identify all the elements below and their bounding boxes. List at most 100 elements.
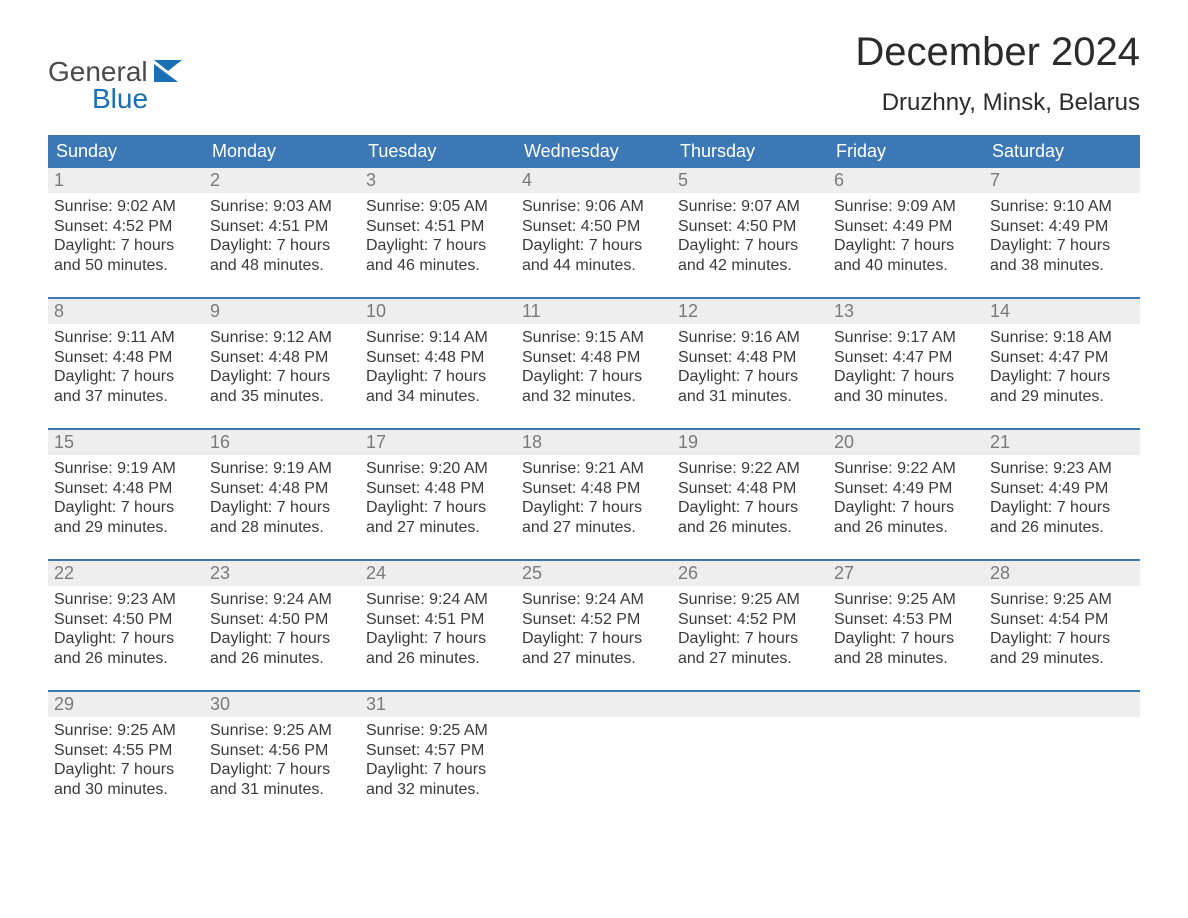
sunset-text: Sunset: 4:49 PM: [834, 217, 978, 237]
day-cell: Sunrise: 9:05 AMSunset: 4:51 PMDaylight:…: [360, 193, 516, 281]
sunrise-text: Sunrise: 9:10 AM: [990, 197, 1134, 217]
weekday-header: Wednesday: [516, 135, 672, 168]
month-title: December 2024: [855, 30, 1140, 75]
sunrise-text: Sunrise: 9:07 AM: [678, 197, 822, 217]
day-number: 26: [672, 561, 828, 586]
sunset-text: Sunset: 4:51 PM: [366, 217, 510, 237]
weekday-header: Sunday: [48, 135, 204, 168]
day-body-row: Sunrise: 9:25 AMSunset: 4:55 PMDaylight:…: [48, 717, 1140, 805]
day-number: 12: [672, 299, 828, 324]
day-body-row: Sunrise: 9:19 AMSunset: 4:48 PMDaylight:…: [48, 455, 1140, 543]
sunrise-text: Sunrise: 9:05 AM: [366, 197, 510, 217]
day-number: 22: [48, 561, 204, 586]
sunrise-text: Sunrise: 9:24 AM: [210, 590, 354, 610]
sunrise-text: Sunrise: 9:12 AM: [210, 328, 354, 348]
day-number: [672, 692, 828, 717]
day-number: 24: [360, 561, 516, 586]
day-number-row: 1234567: [48, 168, 1140, 193]
day-number: 5: [672, 168, 828, 193]
sunset-text: Sunset: 4:48 PM: [54, 479, 198, 499]
day-cell: Sunrise: 9:19 AMSunset: 4:48 PMDaylight:…: [48, 455, 204, 543]
sunrise-text: Sunrise: 9:24 AM: [522, 590, 666, 610]
sunrise-text: Sunrise: 9:22 AM: [834, 459, 978, 479]
day-number-row: 891011121314: [48, 299, 1140, 324]
sunset-text: Sunset: 4:50 PM: [678, 217, 822, 237]
day-cell: [828, 717, 984, 805]
sunset-text: Sunset: 4:51 PM: [366, 610, 510, 630]
sunset-text: Sunset: 4:48 PM: [522, 479, 666, 499]
day-number-row: 15161718192021: [48, 430, 1140, 455]
day-number: 3: [360, 168, 516, 193]
day-number: 19: [672, 430, 828, 455]
day-number: 9: [204, 299, 360, 324]
day-number: 4: [516, 168, 672, 193]
sunset-text: Sunset: 4:52 PM: [678, 610, 822, 630]
sunset-text: Sunset: 4:52 PM: [522, 610, 666, 630]
sunrise-text: Sunrise: 9:25 AM: [678, 590, 822, 610]
day-cell: Sunrise: 9:12 AMSunset: 4:48 PMDaylight:…: [204, 324, 360, 412]
day-number-row: 22232425262728: [48, 561, 1140, 586]
day-cell: [672, 717, 828, 805]
day-cell: Sunrise: 9:25 AMSunset: 4:54 PMDaylight:…: [984, 586, 1140, 674]
sunset-text: Sunset: 4:50 PM: [522, 217, 666, 237]
sunset-text: Sunset: 4:50 PM: [210, 610, 354, 630]
sunset-text: Sunset: 4:47 PM: [990, 348, 1134, 368]
daylight-text: Daylight: 7 hours and 26 minutes.: [834, 498, 978, 537]
day-cell: Sunrise: 9:11 AMSunset: 4:48 PMDaylight:…: [48, 324, 204, 412]
daylight-text: Daylight: 7 hours and 27 minutes.: [522, 629, 666, 668]
sunrise-text: Sunrise: 9:19 AM: [210, 459, 354, 479]
sunset-text: Sunset: 4:49 PM: [834, 479, 978, 499]
day-number: 15: [48, 430, 204, 455]
daylight-text: Daylight: 7 hours and 26 minutes.: [366, 629, 510, 668]
day-cell: Sunrise: 9:06 AMSunset: 4:50 PMDaylight:…: [516, 193, 672, 281]
sunset-text: Sunset: 4:48 PM: [366, 348, 510, 368]
day-number: 21: [984, 430, 1140, 455]
sunset-text: Sunset: 4:48 PM: [522, 348, 666, 368]
day-cell: Sunrise: 9:24 AMSunset: 4:50 PMDaylight:…: [204, 586, 360, 674]
daylight-text: Daylight: 7 hours and 32 minutes.: [522, 367, 666, 406]
day-cell: Sunrise: 9:25 AMSunset: 4:56 PMDaylight:…: [204, 717, 360, 805]
day-number: 25: [516, 561, 672, 586]
day-number: 18: [516, 430, 672, 455]
sunrise-text: Sunrise: 9:20 AM: [366, 459, 510, 479]
daylight-text: Daylight: 7 hours and 27 minutes.: [522, 498, 666, 537]
brand-logo: General Blue: [48, 30, 190, 113]
calendar-week: 15161718192021Sunrise: 9:19 AMSunset: 4:…: [48, 428, 1140, 543]
title-block: December 2024 Druzhny, Minsk, Belarus: [855, 30, 1140, 117]
sunrise-text: Sunrise: 9:11 AM: [54, 328, 198, 348]
day-number: 31: [360, 692, 516, 717]
day-number: 2: [204, 168, 360, 193]
day-cell: Sunrise: 9:22 AMSunset: 4:48 PMDaylight:…: [672, 455, 828, 543]
day-cell: Sunrise: 9:24 AMSunset: 4:51 PMDaylight:…: [360, 586, 516, 674]
day-cell: Sunrise: 9:15 AMSunset: 4:48 PMDaylight:…: [516, 324, 672, 412]
daylight-text: Daylight: 7 hours and 40 minutes.: [834, 236, 978, 275]
sunrise-text: Sunrise: 9:24 AM: [366, 590, 510, 610]
sunrise-text: Sunrise: 9:16 AM: [678, 328, 822, 348]
daylight-text: Daylight: 7 hours and 26 minutes.: [54, 629, 198, 668]
weekday-header-row: Sunday Monday Tuesday Wednesday Thursday…: [48, 135, 1140, 168]
daylight-text: Daylight: 7 hours and 27 minutes.: [678, 629, 822, 668]
day-number: 23: [204, 561, 360, 586]
daylight-text: Daylight: 7 hours and 30 minutes.: [834, 367, 978, 406]
weekday-header: Friday: [828, 135, 984, 168]
sunrise-text: Sunrise: 9:23 AM: [990, 459, 1134, 479]
calendar-week: 293031Sunrise: 9:25 AMSunset: 4:55 PMDay…: [48, 690, 1140, 805]
day-cell: Sunrise: 9:21 AMSunset: 4:48 PMDaylight:…: [516, 455, 672, 543]
sunrise-text: Sunrise: 9:06 AM: [522, 197, 666, 217]
calendar-week: 22232425262728Sunrise: 9:23 AMSunset: 4:…: [48, 559, 1140, 674]
sunrise-text: Sunrise: 9:22 AM: [678, 459, 822, 479]
day-cell: Sunrise: 9:09 AMSunset: 4:49 PMDaylight:…: [828, 193, 984, 281]
day-number: 20: [828, 430, 984, 455]
day-cell: Sunrise: 9:10 AMSunset: 4:49 PMDaylight:…: [984, 193, 1140, 281]
sunset-text: Sunset: 4:48 PM: [678, 479, 822, 499]
daylight-text: Daylight: 7 hours and 29 minutes.: [990, 367, 1134, 406]
sunset-text: Sunset: 4:47 PM: [834, 348, 978, 368]
day-body-row: Sunrise: 9:23 AMSunset: 4:50 PMDaylight:…: [48, 586, 1140, 674]
logo-word-2: Blue: [92, 85, 190, 113]
day-cell: [984, 717, 1140, 805]
sunrise-text: Sunrise: 9:14 AM: [366, 328, 510, 348]
header-region: General Blue December 2024 Druzhny, Mins…: [48, 30, 1140, 117]
sunset-text: Sunset: 4:56 PM: [210, 741, 354, 761]
sunrise-text: Sunrise: 9:21 AM: [522, 459, 666, 479]
daylight-text: Daylight: 7 hours and 50 minutes.: [54, 236, 198, 275]
